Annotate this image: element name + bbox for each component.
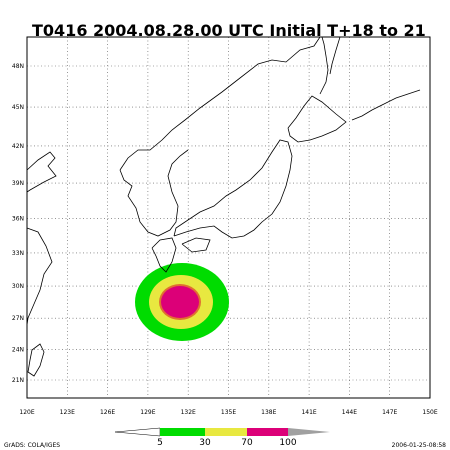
lat-label: 30N — [12, 283, 24, 290]
coast-hokkaido — [287, 95, 347, 143]
colorbar — [114, 427, 330, 437]
coast-korea — [119, 149, 189, 237]
lon-label: 150E — [422, 409, 437, 416]
lat-label: 36N — [12, 216, 24, 223]
lat-label: 45N — [12, 104, 24, 111]
colorbar-labels: 5 30 70 100 — [157, 438, 297, 448]
lon-label: 120E — [19, 409, 34, 416]
lon-label: 141E — [301, 409, 316, 416]
lat-label: 39N — [12, 180, 24, 187]
coastlines — [26, 36, 421, 377]
title: T0416 2004.08.28.00 UTC Initial T+18 to … — [32, 21, 426, 40]
tick-labels: 48N 45N 42N 39N 36N 33N 30N 27N 24N 21N 120E 123E 12… — [12, 63, 438, 416]
lon-label: 147E — [382, 409, 397, 416]
coast-russia-east — [329, 36, 341, 75]
lon-label: 123E — [60, 409, 75, 416]
lat-label: 24N — [12, 346, 24, 353]
coast-honshu — [173, 139, 293, 239]
map-frame — [26, 36, 431, 399]
colorbar-green — [160, 428, 205, 436]
colorbar-label: 5 — [157, 438, 163, 448]
lon-label: 138E — [261, 409, 276, 416]
coast-taiwan — [27, 343, 45, 377]
footer-left: GrADS: COLA/IGES — [4, 442, 60, 449]
prob-70-100 — [161, 286, 199, 318]
footer-right: 2006-01-25-08:58 — [392, 442, 447, 449]
coast-kyushu — [151, 237, 177, 273]
coast-sakhalin — [319, 36, 329, 95]
lon-label: 126E — [100, 409, 115, 416]
colorbar-label: 70 — [241, 438, 253, 448]
lon-label: 129E — [140, 409, 155, 416]
colorbar-high — [288, 428, 330, 436]
lat-label: 42N — [12, 143, 24, 150]
colorbar-label: 30 — [199, 438, 211, 448]
coast-kurils — [351, 89, 421, 121]
lat-label: 21N — [12, 377, 24, 384]
coast-korea-russia — [119, 36, 321, 171]
lon-label: 132E — [181, 409, 196, 416]
lon-label: 144E — [342, 409, 357, 416]
lat-label: 27N — [12, 315, 24, 322]
lon-label: 135E — [221, 409, 236, 416]
colorbar-yellow — [205, 428, 247, 436]
coast-china-south — [26, 227, 53, 326]
coast-shikoku — [181, 237, 211, 253]
colorbar-label: 100 — [279, 438, 296, 448]
lat-label: 33N — [12, 250, 24, 257]
lat-label: 48N — [12, 63, 24, 70]
probability-area — [135, 263, 229, 341]
colorbar-magenta — [247, 428, 288, 436]
coast-china — [26, 151, 57, 193]
